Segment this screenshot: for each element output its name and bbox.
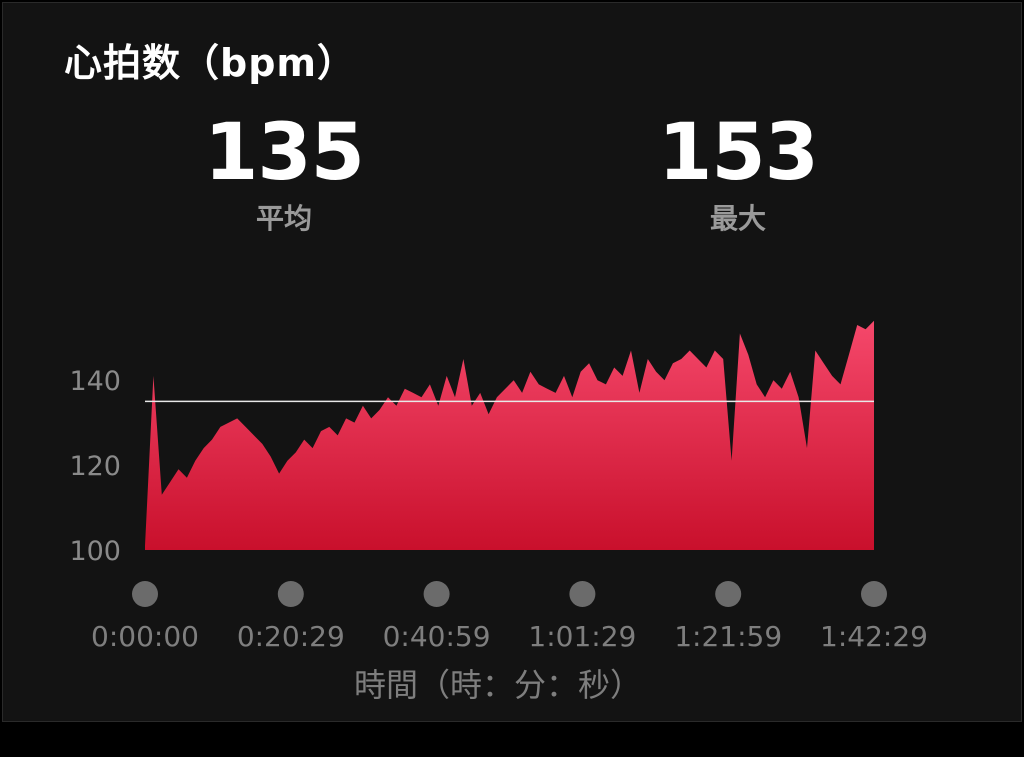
x-tick-dot: [132, 581, 158, 607]
x-tick-dot: [861, 581, 887, 607]
x-tick-dot: [277, 581, 304, 607]
heart-rate-area: [145, 320, 874, 550]
x-tick-label: 1:01:29: [528, 620, 636, 653]
max-value: 153: [658, 108, 819, 198]
x-tick-dot: [715, 581, 742, 607]
max-label: 最大: [709, 202, 766, 235]
chart-title: 心拍数（bpm）: [64, 41, 356, 85]
x-tick-dot: [423, 581, 450, 607]
x-tick-dot: [569, 581, 596, 607]
x-tick-label: 0:20:29: [237, 620, 345, 653]
average-value: 135: [204, 108, 365, 198]
y-tick-label: 100: [69, 536, 121, 567]
x-axis-title: 時間（時：分：秒）: [354, 666, 642, 704]
x-tick-label: 1:21:59: [674, 620, 782, 653]
average-label: 平均: [255, 202, 312, 235]
x-tick-label: 1:42:29: [820, 620, 928, 653]
x-tick-label: 0:40:59: [383, 620, 491, 653]
y-tick-label: 140: [69, 366, 121, 397]
x-tick-label: 0:00:00: [91, 620, 199, 653]
y-tick-label: 120: [69, 451, 121, 482]
